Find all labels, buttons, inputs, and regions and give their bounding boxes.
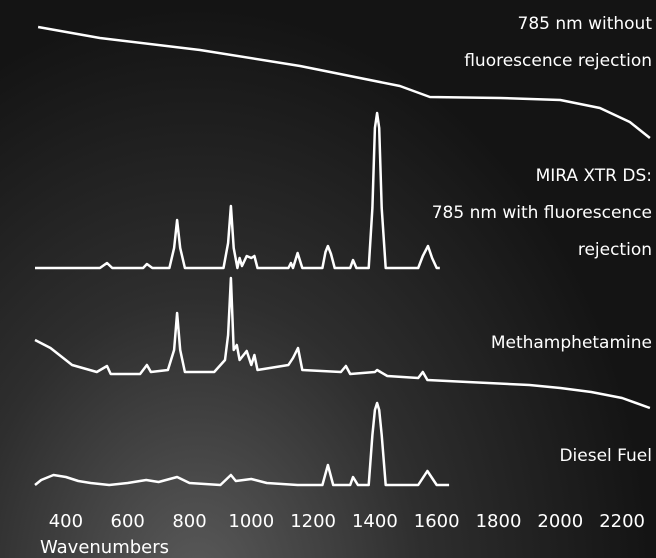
series-label-line: Methamphetamine (490, 333, 652, 353)
series-label: Diesel Fuel (559, 438, 652, 475)
x-tick-label: 1600 (414, 511, 460, 532)
x-tick-label: 1200 (290, 511, 336, 532)
series-label-line: MIRA XTR DS: (535, 166, 652, 186)
x-tick-label: 1400 (352, 511, 398, 532)
series-label-line: Diesel Fuel (559, 446, 652, 466)
spectrum-line (34, 276, 651, 410)
series-label-line: 785 nm without (517, 14, 653, 34)
x-tick-label: 1800 (476, 511, 522, 532)
x-tick-label: 400 (49, 511, 83, 532)
x-axis-label: Wavenumbers (40, 537, 170, 558)
spectrum-line (35, 111, 440, 270)
x-tick-label: 2200 (599, 511, 645, 532)
series-label-line: 785 nm with fluorescence (431, 203, 652, 223)
series-label-line: fluorescence rejection (464, 51, 652, 71)
series-label: 785 nm without fluorescence rejection (464, 6, 652, 80)
series-label: Methamphetamine (491, 325, 652, 362)
x-tick-label: 800 (172, 511, 206, 532)
series-label: MIRA XTR DS: 785 nm with fluorescence reje… (432, 158, 652, 269)
x-tick-label: 1000 (228, 511, 274, 532)
spectrum-line (34, 401, 450, 487)
spectrum-line (37, 25, 651, 139)
x-tick-label: 600 (111, 511, 145, 532)
x-tick-label: 2000 (537, 511, 583, 532)
series-label-line: rejection (577, 240, 652, 260)
